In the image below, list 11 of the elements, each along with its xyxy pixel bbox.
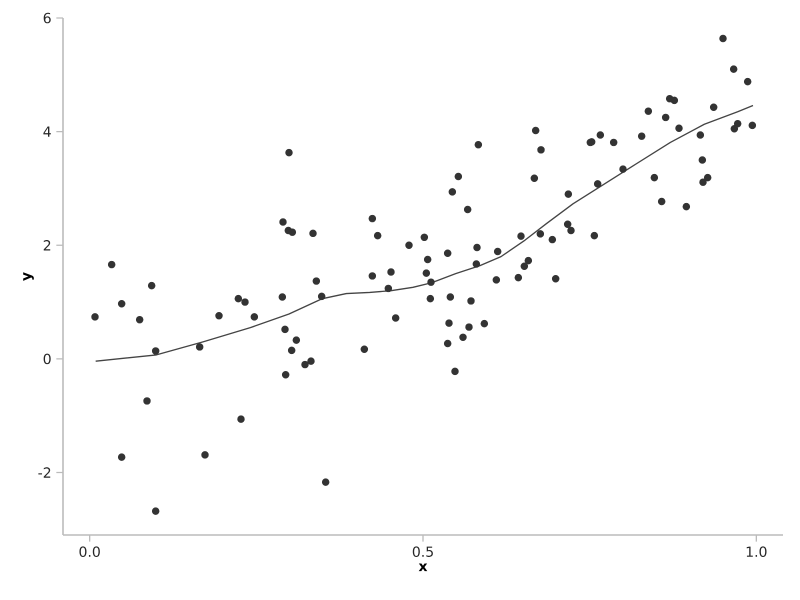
y-tick-label: 4 bbox=[43, 126, 51, 137]
y-tick-label: 0 bbox=[44, 354, 51, 364]
x-tick-label: 0.0 bbox=[79, 546, 100, 557]
y-axis-title: y bbox=[23, 272, 34, 281]
y-tick-label: 6 bbox=[44, 12, 51, 24]
x-axis-title: x bbox=[418, 563, 428, 572]
y-tick-label: 2 bbox=[44, 240, 50, 250]
x-tick-label: 1.0 bbox=[746, 546, 767, 557]
line-series bbox=[94, 104, 754, 362]
y-tick-label: -2 bbox=[38, 467, 50, 478]
x-tick-label: 0.5 bbox=[412, 546, 433, 557]
